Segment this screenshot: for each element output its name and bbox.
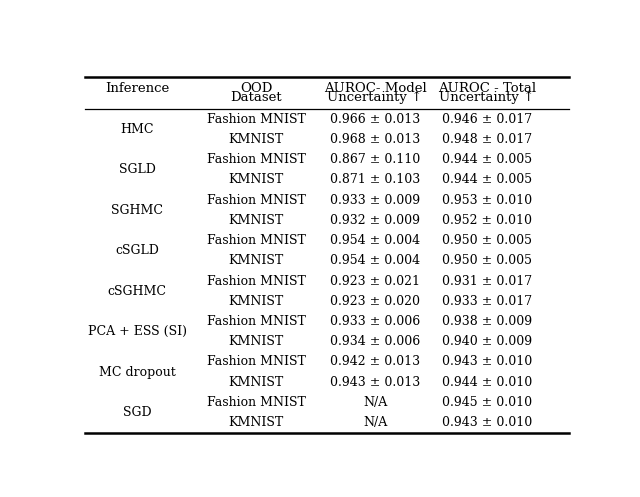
Text: Fashion MNIST: Fashion MNIST (207, 275, 305, 288)
Text: 0.954 ± 0.004: 0.954 ± 0.004 (330, 234, 420, 247)
Text: cSGHMC: cSGHMC (108, 285, 166, 298)
Text: PCA + ESS (SI): PCA + ESS (SI) (88, 325, 186, 338)
Text: 0.944 ± 0.005: 0.944 ± 0.005 (442, 173, 532, 186)
Text: 0.943 ± 0.010: 0.943 ± 0.010 (442, 355, 532, 368)
Text: 0.943 ± 0.013: 0.943 ± 0.013 (330, 376, 420, 389)
Text: KMNIST: KMNIST (228, 416, 284, 429)
Text: cSGLD: cSGLD (115, 244, 159, 257)
Text: Fashion MNIST: Fashion MNIST (207, 113, 305, 126)
Text: 0.931 ± 0.017: 0.931 ± 0.017 (442, 275, 532, 288)
Text: 0.950 ± 0.005: 0.950 ± 0.005 (442, 254, 532, 267)
Text: KMNIST: KMNIST (228, 133, 284, 146)
Text: 0.954 ± 0.004: 0.954 ± 0.004 (330, 254, 420, 267)
Text: 0.944 ± 0.010: 0.944 ± 0.010 (442, 376, 532, 389)
Text: 0.942 ± 0.013: 0.942 ± 0.013 (330, 355, 420, 368)
Text: Uncertainty ↑: Uncertainty ↑ (439, 91, 534, 104)
Text: Fashion MNIST: Fashion MNIST (207, 315, 305, 328)
Text: 0.968 ± 0.013: 0.968 ± 0.013 (330, 133, 420, 146)
Text: 0.923 ± 0.020: 0.923 ± 0.020 (330, 295, 420, 308)
Text: Uncertainty ↑: Uncertainty ↑ (328, 91, 423, 104)
Text: KMNIST: KMNIST (228, 335, 284, 348)
Text: Fashion MNIST: Fashion MNIST (207, 153, 305, 166)
Text: Fashion MNIST: Fashion MNIST (207, 194, 305, 207)
Text: AUROC - Total: AUROC - Total (438, 82, 536, 95)
Text: AUROC- Model: AUROC- Model (324, 82, 426, 95)
Text: KMNIST: KMNIST (228, 173, 284, 186)
Text: 0.871 ± 0.103: 0.871 ± 0.103 (330, 173, 420, 186)
Text: 0.933 ± 0.009: 0.933 ± 0.009 (330, 194, 420, 207)
Text: MC dropout: MC dropout (99, 366, 175, 379)
Text: 0.948 ± 0.017: 0.948 ± 0.017 (442, 133, 532, 146)
Text: SGHMC: SGHMC (111, 204, 163, 217)
Text: KMNIST: KMNIST (228, 376, 284, 389)
Text: Inference: Inference (105, 82, 169, 95)
Text: OOD: OOD (240, 82, 272, 95)
Text: HMC: HMC (120, 123, 154, 136)
Text: 0.932 ± 0.009: 0.932 ± 0.009 (330, 214, 420, 227)
Text: 0.934 ± 0.006: 0.934 ± 0.006 (330, 335, 420, 348)
Text: 0.953 ± 0.010: 0.953 ± 0.010 (442, 194, 532, 207)
Text: 0.938 ± 0.009: 0.938 ± 0.009 (442, 315, 532, 328)
Text: SGD: SGD (123, 406, 151, 419)
Text: KMNIST: KMNIST (228, 254, 284, 267)
Text: Fashion MNIST: Fashion MNIST (207, 355, 305, 368)
Text: 0.940 ± 0.009: 0.940 ± 0.009 (442, 335, 532, 348)
Text: SGLD: SGLD (118, 164, 156, 176)
Text: Fashion MNIST: Fashion MNIST (207, 234, 305, 247)
Text: N/A: N/A (363, 416, 387, 429)
Text: Dataset: Dataset (230, 91, 282, 104)
Text: 0.952 ± 0.010: 0.952 ± 0.010 (442, 214, 532, 227)
Text: 0.867 ± 0.110: 0.867 ± 0.110 (330, 153, 420, 166)
Text: 0.945 ± 0.010: 0.945 ± 0.010 (442, 396, 532, 409)
Text: 0.933 ± 0.006: 0.933 ± 0.006 (330, 315, 420, 328)
Text: KMNIST: KMNIST (228, 295, 284, 308)
Text: Fashion MNIST: Fashion MNIST (207, 396, 305, 409)
Text: 0.943 ± 0.010: 0.943 ± 0.010 (442, 416, 532, 429)
Text: 0.944 ± 0.005: 0.944 ± 0.005 (442, 153, 532, 166)
Text: KMNIST: KMNIST (228, 214, 284, 227)
Text: 0.966 ± 0.013: 0.966 ± 0.013 (330, 113, 420, 126)
Text: 0.923 ± 0.021: 0.923 ± 0.021 (330, 275, 420, 288)
Text: 0.933 ± 0.017: 0.933 ± 0.017 (442, 295, 532, 308)
Text: 0.950 ± 0.005: 0.950 ± 0.005 (442, 234, 532, 247)
Text: N/A: N/A (363, 396, 387, 409)
Text: 0.946 ± 0.017: 0.946 ± 0.017 (442, 113, 532, 126)
